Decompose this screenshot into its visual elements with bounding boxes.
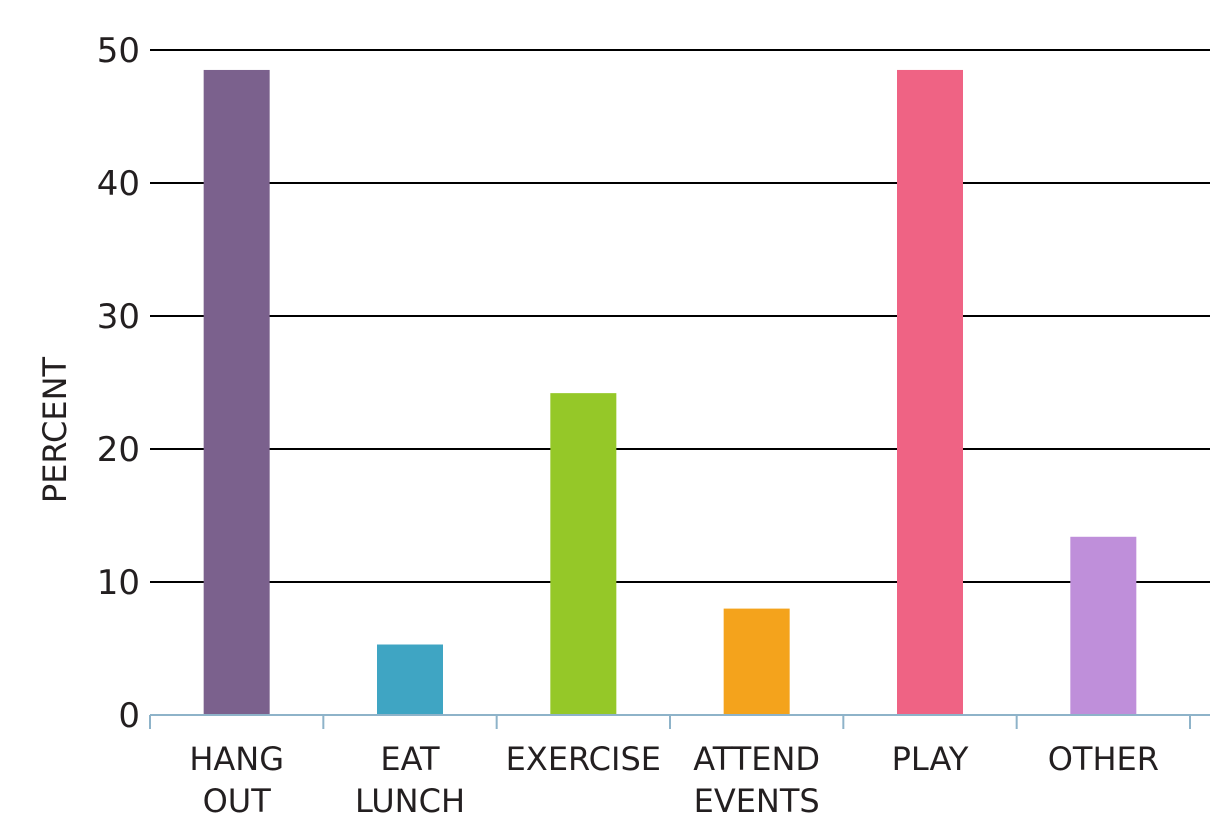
x-category-label-line: EXERCISE [506, 740, 661, 778]
x-category-label-line: OTHER [1048, 740, 1159, 778]
y-tick-label: 20 [97, 430, 140, 470]
bar [1070, 536, 1137, 715]
y-tick-label: 40 [97, 164, 140, 204]
gridlines [150, 49, 1210, 583]
x-category-label-line: EVENTS [694, 782, 820, 820]
bar [377, 644, 443, 715]
x-category-label: ATTEND EVENTS [693, 740, 820, 820]
bar [723, 608, 790, 715]
x-category-label-line: PLAY [892, 740, 969, 778]
x-category-label-line: HANG [189, 740, 284, 778]
x-axis-category-labels: HANG OUT EAT LUNCH EXERCISE ATTEND EVENTS PLAY O… [189, 740, 1159, 820]
x-category-label: OTHER [1048, 740, 1159, 778]
y-tick-label: 10 [97, 563, 140, 603]
x-category-label-line: OUT [203, 782, 272, 820]
x-category-label: EAT LUNCH [355, 740, 465, 820]
x-category-label: HANG OUT [189, 740, 284, 820]
x-category-label-line: EAT [380, 740, 440, 778]
x-axis [149, 714, 1210, 729]
y-tick-label: 50 [97, 31, 140, 71]
y-tick-label: 30 [97, 297, 140, 337]
y-tick-label: 0 [118, 696, 140, 736]
x-category-label-line: ATTEND [693, 740, 820, 778]
y-axis-tick-labels: 0 10 20 30 40 50 [97, 31, 140, 736]
y-axis-title: PERCENT [36, 356, 74, 503]
bar [897, 69, 963, 715]
x-category-label: EXERCISE [506, 740, 661, 778]
bars [203, 69, 1137, 715]
x-category-label-line: LUNCH [355, 782, 465, 820]
bar [550, 393, 617, 715]
bar [203, 69, 270, 715]
x-category-label: PLAY [892, 740, 969, 778]
